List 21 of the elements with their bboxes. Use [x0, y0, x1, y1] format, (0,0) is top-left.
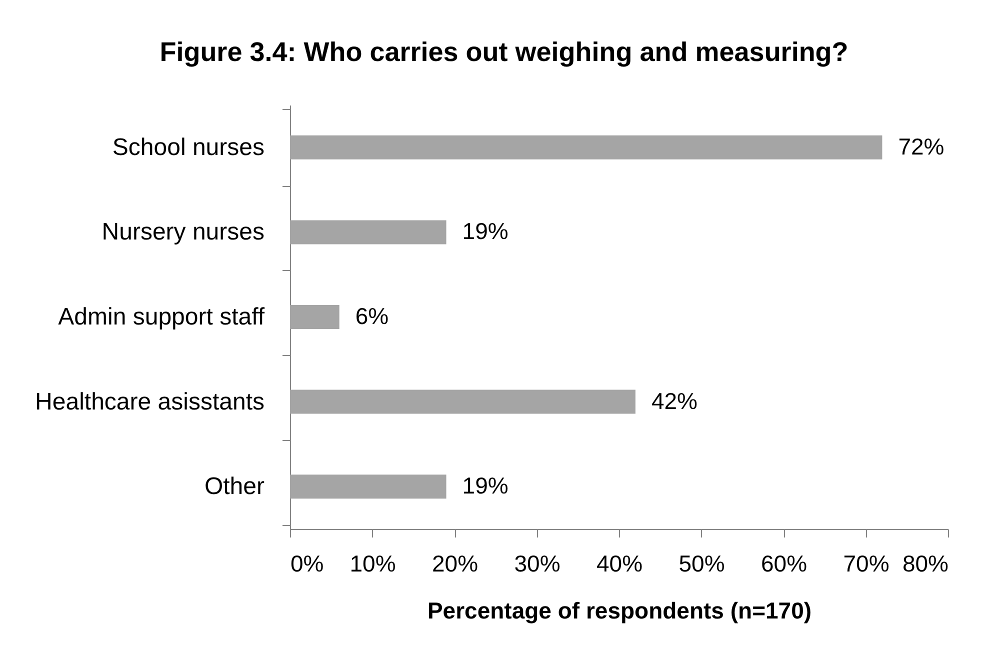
data-label: 19% [462, 218, 508, 244]
data-label: 72% [898, 133, 944, 160]
x-tick-label: 50% [678, 550, 725, 576]
y-tick-label: Other [204, 473, 264, 500]
x-tick-label: 20% [432, 550, 478, 576]
y-tick-label: Healthcare asisstants [35, 388, 264, 416]
data-label: 19% [462, 472, 508, 499]
x-tick-label: 60% [760, 550, 808, 576]
data-label: 6% [355, 303, 389, 329]
x-tick-label: 30% [514, 550, 560, 576]
x-tick-label: 0% [290, 550, 324, 576]
x-tick-label: 70% [843, 550, 890, 576]
x-tick-label: 10% [350, 550, 396, 576]
chart-title: Figure 3.4: Who carries out weighing and measuring? [160, 37, 848, 67]
data-label: 42% [651, 388, 698, 414]
x-tick-label: 40% [596, 550, 643, 576]
x-axis-title: Percentage of respondents (n=170) [427, 598, 812, 624]
y-tick-label: School nurses [112, 134, 264, 161]
x-tick-label: 80% [902, 550, 948, 576]
y-tick-label: Nursery nurses [102, 218, 264, 246]
y-tick-label: Admin support staff [58, 304, 265, 330]
